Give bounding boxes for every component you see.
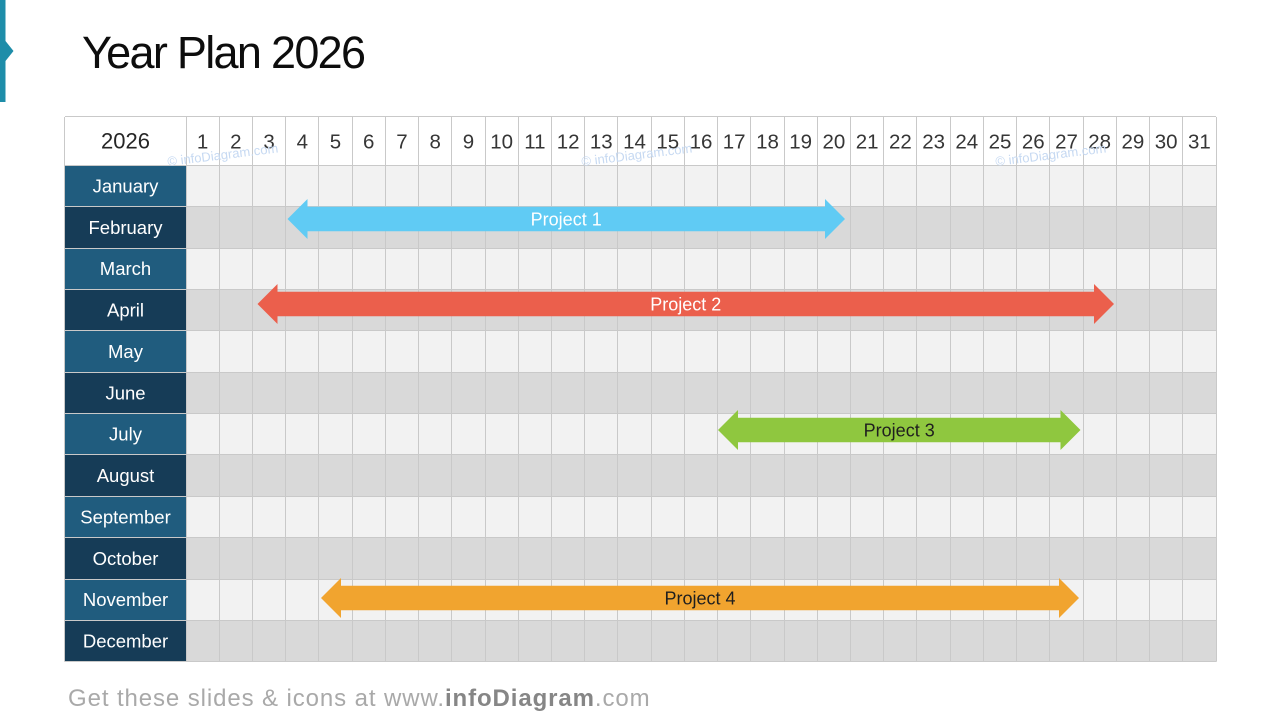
svg-text:27: 27 [1055, 131, 1078, 154]
svg-text:25: 25 [989, 131, 1012, 154]
svg-text:11: 11 [524, 131, 545, 154]
svg-text:May: May [108, 341, 144, 362]
svg-text:Get these slides & icons at ww: Get these slides & icons at www.infoDiag… [68, 685, 650, 712]
svg-text:7: 7 [396, 131, 407, 154]
svg-text:Project 2: Project 2 [650, 295, 721, 315]
svg-text:February: February [88, 217, 163, 238]
svg-text:Project 4: Project 4 [664, 589, 735, 609]
svg-text:26: 26 [1022, 131, 1045, 154]
svg-text:9: 9 [463, 131, 474, 154]
svg-text:April: April [107, 300, 144, 321]
svg-text:2: 2 [230, 131, 241, 154]
svg-text:16: 16 [690, 131, 713, 154]
svg-text:Project 1: Project 1 [531, 210, 602, 230]
svg-text:22: 22 [889, 131, 912, 154]
svg-text:6: 6 [363, 131, 374, 154]
svg-text:3: 3 [263, 131, 274, 154]
svg-text:4: 4 [297, 131, 308, 154]
svg-text:12: 12 [557, 131, 580, 154]
svg-text:19: 19 [789, 131, 812, 154]
svg-text:January: January [93, 176, 160, 197]
svg-text:31: 31 [1188, 131, 1211, 154]
svg-text:June: June [105, 382, 145, 403]
svg-text:December: December [83, 631, 168, 652]
svg-text:15: 15 [656, 131, 679, 154]
svg-text:September: September [80, 507, 171, 528]
svg-text:14: 14 [623, 131, 646, 154]
svg-text:Year Plan 2026: Year Plan 2026 [82, 27, 365, 78]
svg-text:21: 21 [856, 131, 879, 154]
svg-text:30: 30 [1155, 131, 1178, 154]
svg-text:20: 20 [822, 131, 845, 154]
svg-text:March: March [100, 258, 151, 279]
svg-text:10: 10 [490, 131, 513, 154]
svg-text:November: November [83, 589, 168, 610]
svg-text:29: 29 [1121, 131, 1144, 154]
svg-text:1: 1 [197, 131, 208, 154]
svg-text:8: 8 [429, 131, 440, 154]
svg-text:Project 3: Project 3 [864, 421, 935, 441]
svg-text:2026: 2026 [101, 129, 150, 154]
svg-text:24: 24 [955, 131, 978, 154]
svg-text:23: 23 [922, 131, 945, 154]
svg-text:17: 17 [723, 131, 746, 154]
svg-text:5: 5 [330, 131, 341, 154]
svg-text:28: 28 [1088, 131, 1111, 154]
svg-text:July: July [109, 424, 143, 445]
svg-text:August: August [97, 465, 155, 486]
svg-text:13: 13 [590, 131, 613, 154]
svg-text:18: 18 [756, 131, 779, 154]
svg-text:October: October [93, 548, 159, 569]
